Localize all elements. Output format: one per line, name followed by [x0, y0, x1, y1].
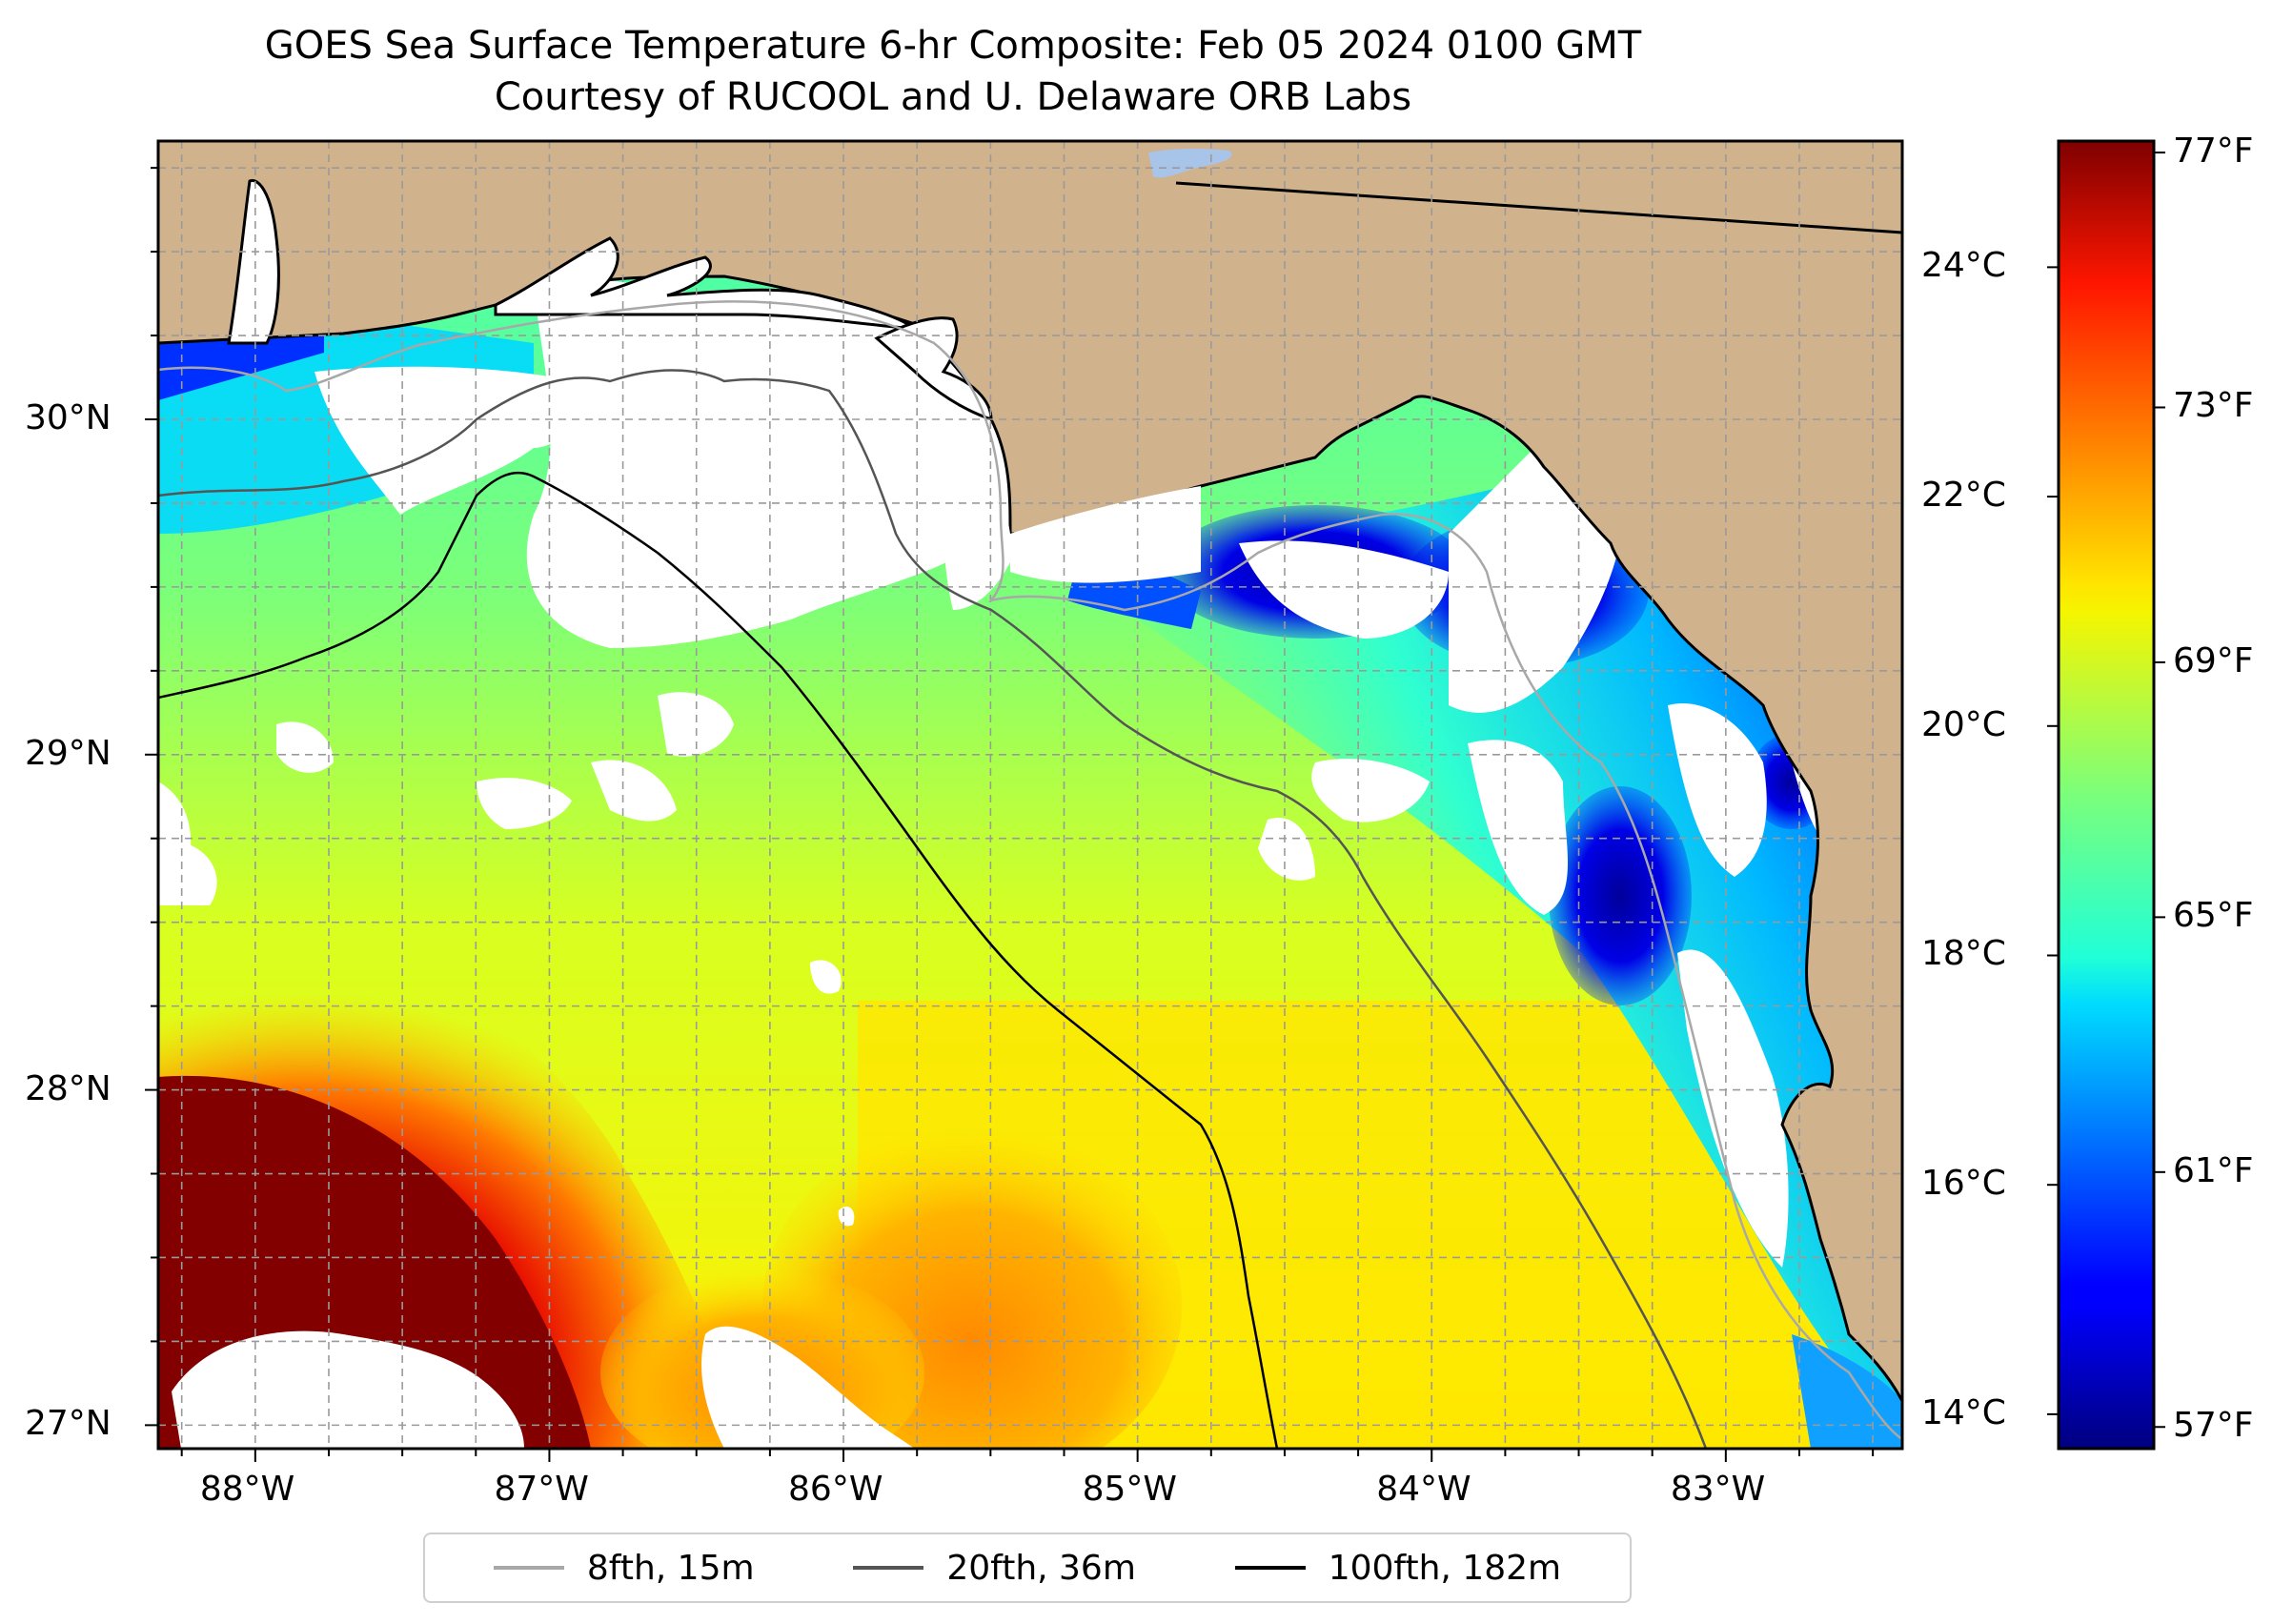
- map-title: GOES Sea Surface Temperature 6-hr Compos…: [264, 24, 1642, 68]
- lon-tick-label: 88°W: [199, 1470, 295, 1509]
- contour-20fth-36m: [158, 369, 1708, 1449]
- celsius-tick-label: 22°C: [1921, 476, 2006, 516]
- fahrenheit-tick-label: 61°F: [2173, 1150, 2254, 1190]
- lat-tick-label: 28°N: [25, 1068, 112, 1108]
- bay-water: [874, 316, 993, 422]
- lat-tick-label: 27°N: [25, 1404, 112, 1444]
- coastal-no-data: [991, 419, 1201, 583]
- bathymetry-contours: [158, 300, 1902, 1449]
- lon-tick-label: 84°W: [1376, 1470, 1471, 1509]
- celsius-tick-label: 20°C: [1921, 704, 2006, 744]
- legend-item: 8fth, 15m: [493, 1548, 755, 1588]
- legend-line-swatch: [1234, 1566, 1306, 1570]
- lon-tick-label: 87°W: [494, 1470, 589, 1509]
- fahrenheit-tick-label: 69°F: [2173, 640, 2254, 680]
- colorbar: [2057, 139, 2156, 1451]
- map-axes: [145, 167, 1875, 1462]
- gridlines: [158, 141, 1902, 1449]
- colorbar-ticks: [2047, 152, 2165, 1429]
- map-subtitle: Courtesy of RUCOOL and U. Delaware ORB L…: [494, 75, 1412, 119]
- legend-label: 20fth, 36m: [946, 1548, 1136, 1588]
- legend-item: 100fth, 182m: [1234, 1548, 1562, 1588]
- celsius-tick-label: 16°C: [1921, 1164, 2006, 1204]
- celsius-tick-label: 24°C: [1921, 246, 2006, 286]
- lon-tick-label: 85°W: [1082, 1470, 1178, 1509]
- lat-tick-label: 30°N: [25, 397, 112, 437]
- fahrenheit-tick-label: 77°F: [2173, 132, 2254, 172]
- map-frame: [156, 139, 1904, 1451]
- legend-item: 20fth, 36m: [853, 1549, 1136, 1588]
- lon-tick-label: 86°W: [788, 1470, 883, 1509]
- lat-tick-label: 29°N: [25, 733, 112, 773]
- fahrenheit-tick-label: 73°F: [2173, 386, 2254, 426]
- legend-label: 8fth, 15m: [586, 1548, 755, 1588]
- legend-line-swatch: [493, 1566, 564, 1570]
- celsius-tick-label: 18°C: [1921, 934, 2006, 974]
- bay-water: [227, 178, 280, 345]
- celsius-tick-label: 14°C: [1921, 1392, 2006, 1432]
- contour-8fth-15m: [158, 300, 1902, 1441]
- fahrenheit-tick-label: 65°F: [2173, 896, 2254, 936]
- lon-tick-label: 83°W: [1670, 1470, 1766, 1509]
- bathymetry-legend: 8fth, 15m 20fth, 36m 100fth, 182m: [423, 1533, 1632, 1603]
- contour-100fth-182m: [158, 471, 1279, 1449]
- legend-line-swatch: [853, 1566, 924, 1570]
- legend-label: 100fth, 182m: [1328, 1548, 1562, 1588]
- fahrenheit-tick-label: 57°F: [2173, 1406, 2254, 1446]
- state-boundary: [1175, 181, 1903, 234]
